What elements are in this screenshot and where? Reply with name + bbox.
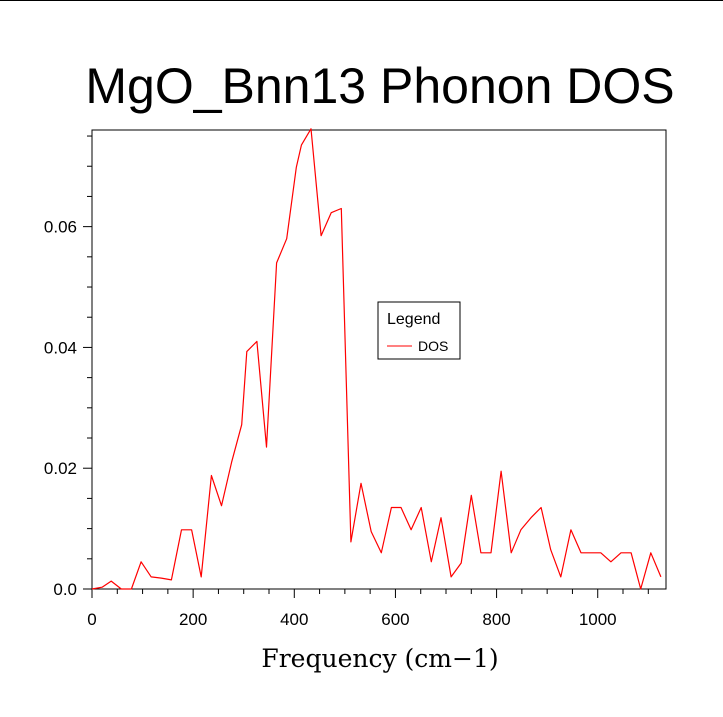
y-tick-label: 0.0 xyxy=(53,580,77,599)
legend: Legend DOS xyxy=(377,301,461,360)
legend-box xyxy=(377,301,461,360)
x-tick-label: 600 xyxy=(381,610,409,629)
x-tick-label: 800 xyxy=(482,610,510,629)
top-rule xyxy=(0,0,723,1)
series-line-dos xyxy=(91,128,662,590)
y-tick-label: 0.04 xyxy=(44,338,77,357)
legend-entry-dos: DOS xyxy=(418,338,448,354)
chart-title: MgO_Bnn13 Phonon DOS xyxy=(85,58,674,114)
x-tick-label: 0 xyxy=(87,610,96,629)
x-axis: 0 200 400 600 800 1000 xyxy=(87,589,649,629)
x-axis-label: Frequency (cm−1) xyxy=(261,644,498,673)
y-tick-label: 0.02 xyxy=(44,459,77,478)
y-axis: 0.0 0.02 0.04 0.06 xyxy=(44,135,92,599)
x-tick-label: 200 xyxy=(179,610,207,629)
plot-frame xyxy=(91,129,667,590)
series-layer xyxy=(91,128,662,590)
plot-area xyxy=(91,129,667,590)
x-tick-label: 1000 xyxy=(579,610,617,629)
legend-title: Legend xyxy=(387,311,440,328)
x-tick-label: 400 xyxy=(280,610,308,629)
y-tick-label: 0.06 xyxy=(44,218,77,237)
